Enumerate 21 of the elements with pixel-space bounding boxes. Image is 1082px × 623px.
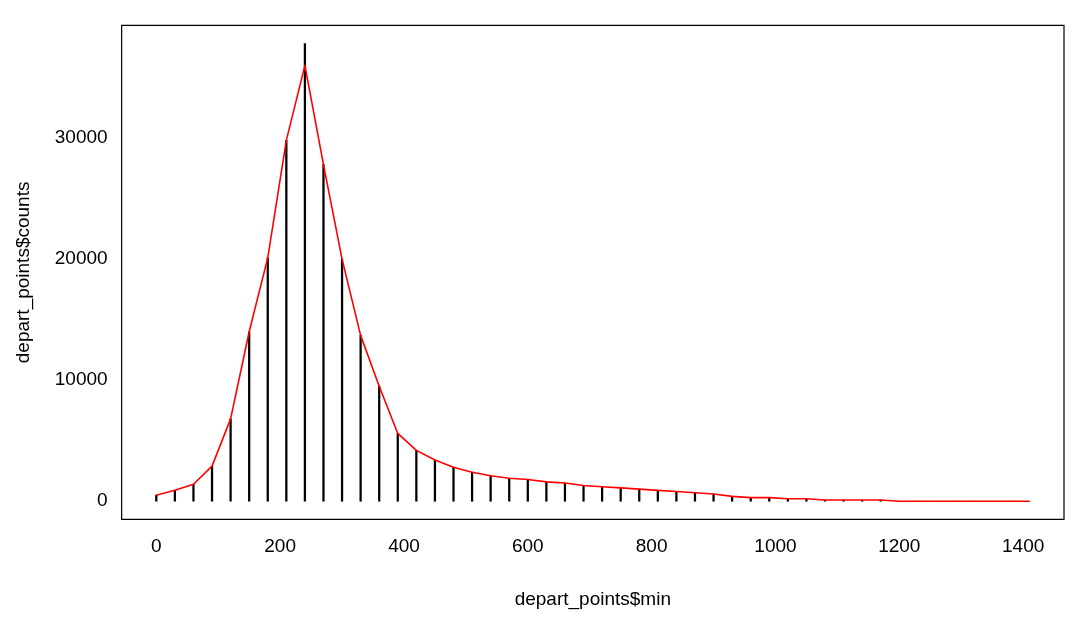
bar xyxy=(229,418,232,502)
y-tick-label: 10000 xyxy=(54,368,108,390)
x-tick-label: 1400 xyxy=(1001,535,1045,557)
bar xyxy=(322,164,325,502)
y-axis-title: depart_points$counts xyxy=(11,181,34,364)
y-tick-label: 0 xyxy=(97,489,108,511)
bar xyxy=(452,467,455,502)
x-tick-label: 1000 xyxy=(754,535,797,557)
bar xyxy=(545,481,548,502)
x-tick-label: 1200 xyxy=(878,535,921,557)
x-axis-title: depart_points$min xyxy=(514,587,671,610)
x-tick-label: 0 xyxy=(151,535,162,557)
x-tick-label: 400 xyxy=(388,535,420,557)
bar xyxy=(582,485,585,502)
x-tick-label: 800 xyxy=(635,535,668,557)
y-tick-label: 20000 xyxy=(54,247,108,269)
bar xyxy=(192,483,195,502)
y-tick-label: 30000 xyxy=(54,126,108,148)
x-tick-label: 600 xyxy=(511,535,544,557)
bar xyxy=(675,491,678,502)
x-tick-label: 200 xyxy=(264,535,296,557)
